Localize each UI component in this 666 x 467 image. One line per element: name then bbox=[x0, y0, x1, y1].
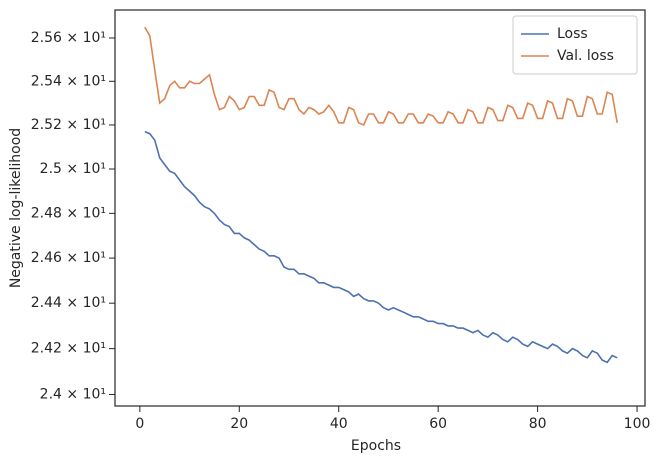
legend-label: Loss bbox=[557, 26, 588, 42]
y-tick-label: 2.5 × 10¹ bbox=[40, 161, 106, 177]
x-tick-label: 80 bbox=[529, 416, 547, 432]
y-axis-label: Negative log-likelihood bbox=[8, 128, 24, 288]
legend-label: Val. loss bbox=[557, 48, 614, 64]
x-tick-label: 100 bbox=[624, 416, 651, 432]
x-tick-label: 40 bbox=[330, 416, 348, 432]
y-tick-label: 2.46 × 10¹ bbox=[31, 250, 106, 266]
y-tick-label: 2.56 × 10¹ bbox=[31, 30, 106, 46]
legend-box bbox=[512, 15, 638, 75]
x-axis-label: Epochs bbox=[351, 438, 401, 454]
line-series bbox=[144, 26, 618, 127]
x-tick-label: 60 bbox=[429, 416, 447, 432]
x-tick-label: 0 bbox=[135, 416, 144, 432]
plot-frame bbox=[114, 9, 646, 407]
y-tick-label: 2.4 × 10¹ bbox=[40, 386, 106, 402]
y-tick-label: 2.44 × 10¹ bbox=[31, 295, 106, 311]
x-tick-label: 20 bbox=[230, 416, 248, 432]
y-tick-label: 2.54 × 10¹ bbox=[31, 73, 106, 89]
y-tick-label: 2.48 × 10¹ bbox=[31, 205, 106, 221]
line-series bbox=[144, 130, 618, 364]
y-tick-label: 2.42 × 10¹ bbox=[31, 341, 106, 357]
y-tick-label: 2.52 × 10¹ bbox=[31, 117, 106, 133]
